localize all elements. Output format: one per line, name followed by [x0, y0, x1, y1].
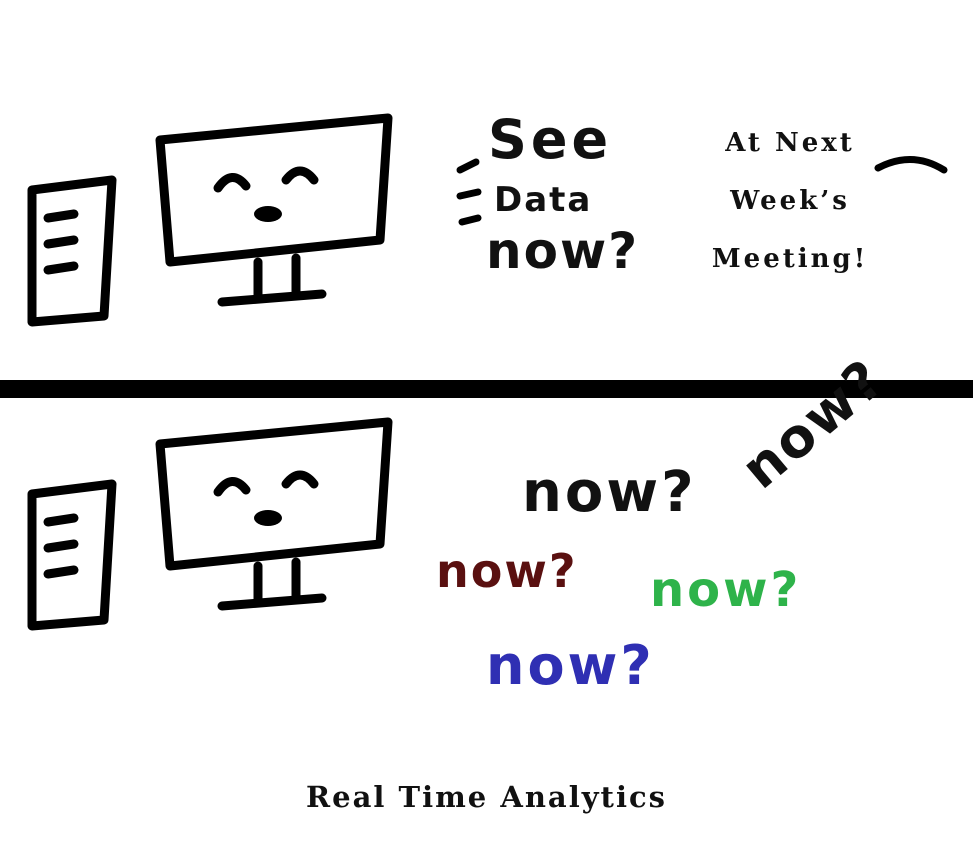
shout-now-blue: now?: [486, 634, 655, 697]
smiling-monitor-icon: [155, 113, 393, 267]
shout-now-black: now?: [522, 460, 697, 525]
meeting-line-1: At Next: [725, 128, 855, 158]
shout-now-green: now?: [650, 562, 802, 618]
meeting-line-3: Meeting!: [711, 244, 869, 274]
bottom-panel: now? now? now? now? now?: [0, 347, 973, 841]
panel-divider: [0, 380, 973, 398]
shout-now-maroon: now?: [436, 544, 578, 598]
computer-tower-icon: [27, 175, 117, 327]
handwritten-see: See: [488, 108, 613, 171]
computer-tower-icon: [27, 479, 117, 631]
caption-title: Real Time Analytics: [306, 780, 667, 814]
computer-illustration-top: [27, 113, 948, 327]
smiling-monitor-icon: [155, 417, 393, 571]
handwritten-now: now?: [486, 222, 640, 280]
top-panel: See Data now? At Next Week’s Meeting!: [0, 0, 973, 380]
handwritten-data: Data: [494, 180, 593, 220]
computer-illustration-bottom: [27, 417, 393, 631]
meeting-line-2: Week’s: [730, 186, 850, 216]
